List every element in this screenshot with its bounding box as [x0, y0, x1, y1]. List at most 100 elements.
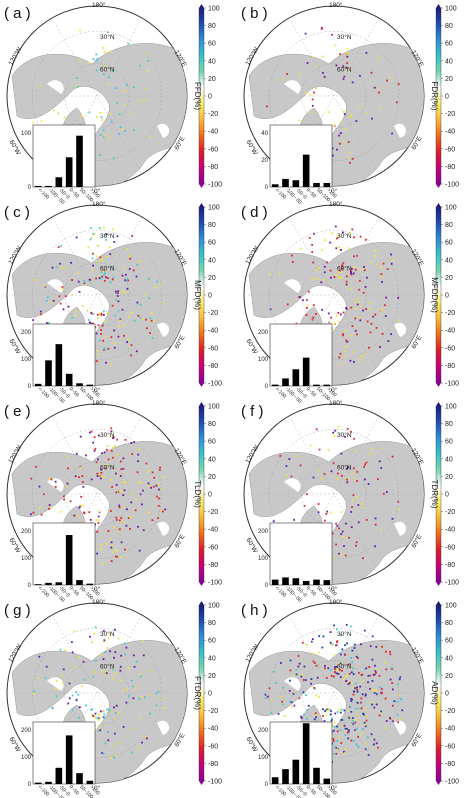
station-point [311, 104, 314, 107]
station-point [83, 678, 86, 681]
colorbar-tick: -40 [445, 726, 455, 733]
station-point [389, 717, 392, 720]
histogram-bar [292, 759, 300, 784]
station-point [331, 717, 333, 720]
station-point [147, 470, 150, 472]
station-point [336, 472, 339, 475]
station-point [307, 290, 310, 293]
station-point [126, 341, 129, 344]
station-point [395, 701, 398, 703]
station-point [129, 257, 132, 260]
station-point [329, 631, 332, 633]
station-point [354, 643, 356, 646]
station-point [133, 319, 136, 322]
station-point [375, 703, 378, 706]
colorbar-tick: -20 [445, 509, 455, 516]
station-point [104, 348, 106, 351]
station-point [337, 664, 340, 667]
station-point [77, 693, 80, 696]
histogram-frame [32, 124, 96, 188]
station-point [345, 345, 348, 348]
station-point [94, 715, 97, 718]
station-point [117, 474, 120, 477]
station-point [397, 500, 400, 503]
station-point [131, 453, 134, 455]
station-point [332, 675, 335, 678]
station-point [110, 450, 113, 452]
station-point [334, 671, 336, 674]
station-point [55, 695, 58, 698]
station-point [364, 478, 366, 481]
station-point [77, 476, 80, 479]
station-point [345, 679, 348, 682]
station-point [116, 555, 118, 558]
colorbar-tick: -40 [445, 328, 455, 335]
station-point [123, 548, 126, 551]
station-point [313, 232, 315, 235]
station-point [73, 514, 76, 517]
station-point [368, 307, 371, 310]
station-point [396, 714, 399, 716]
station-point [383, 304, 386, 307]
station-point [364, 668, 366, 671]
label-60n: 60°N [100, 663, 115, 671]
histogram-ytick: 100 [258, 556, 269, 562]
station-point [138, 100, 141, 103]
meridian-line [51, 17, 143, 175]
station-point [332, 462, 335, 465]
graticule-30n [31, 229, 163, 361]
histogram-frame [269, 721, 333, 785]
station-point [81, 481, 84, 483]
station-point [97, 521, 100, 524]
station-point [350, 430, 352, 433]
label-60n: 60°N [100, 265, 115, 273]
station-point [335, 274, 338, 276]
station-point [265, 105, 268, 108]
station-point [315, 716, 317, 719]
station-point [122, 494, 125, 497]
colorbar-arrow-top [199, 601, 204, 605]
station-point [150, 312, 153, 315]
colorbar-tick: 60 [208, 41, 216, 48]
label-180: 180° [329, 399, 343, 407]
station-point [108, 136, 111, 139]
station-point [91, 268, 94, 271]
station-point [92, 441, 95, 444]
station-point [330, 511, 333, 514]
colorbar-tick: 80 [208, 23, 216, 30]
station-point [132, 269, 135, 272]
station-point [138, 549, 141, 552]
graticule-30n [269, 229, 400, 361]
station-point [103, 320, 106, 323]
station-point [329, 708, 332, 711]
station-point [118, 504, 121, 507]
colorbar-tick: -100 [208, 182, 222, 189]
station-point [123, 130, 126, 132]
station-point [343, 75, 346, 78]
graticule-30n [31, 429, 163, 560]
station-point [71, 709, 74, 712]
station-point [96, 475, 99, 478]
station-point [50, 301, 53, 303]
colorbar-tick: 100 [445, 404, 457, 411]
station-point [328, 708, 330, 710]
station-point [94, 660, 97, 663]
station-point [352, 720, 355, 722]
station-point [102, 710, 104, 713]
station-point [117, 712, 120, 714]
station-point [357, 301, 360, 304]
station-point [103, 272, 106, 275]
station-point [130, 311, 133, 314]
colorbar-arrow-top [199, 203, 204, 207]
station-point [354, 687, 357, 690]
station-point [344, 644, 346, 647]
station-point [51, 266, 54, 269]
station-point [374, 517, 377, 520]
station-point [93, 632, 96, 635]
station-point [59, 245, 62, 247]
station-point [361, 693, 364, 696]
station-point [130, 344, 133, 347]
colorbar-tick: 60 [208, 439, 216, 446]
